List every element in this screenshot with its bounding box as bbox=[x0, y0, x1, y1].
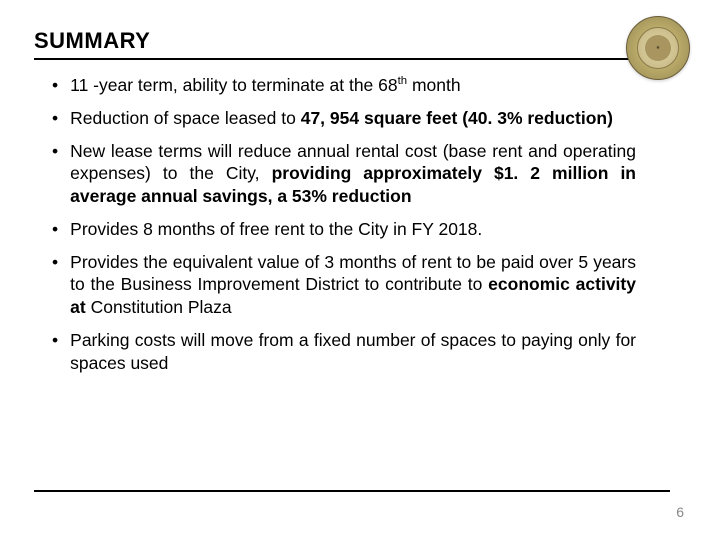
slide-container: SUMMARY ★ • 11 -year term, ability to te… bbox=[0, 0, 720, 540]
bullet-marker: • bbox=[52, 329, 58, 375]
title-underline bbox=[34, 58, 654, 60]
list-item: • Provides 8 months of free rent to the … bbox=[52, 218, 636, 241]
footer-line bbox=[34, 490, 670, 492]
bullet-text: Reduction of space leased to 47, 954 squ… bbox=[70, 107, 636, 130]
list-item: • New lease terms will reduce annual ren… bbox=[52, 140, 636, 208]
bullet-text: 11 -year term, ability to terminate at t… bbox=[70, 74, 636, 97]
list-item: • 11 -year term, ability to terminate at… bbox=[52, 74, 636, 97]
bullet-marker: • bbox=[52, 107, 58, 130]
page-number: 6 bbox=[676, 504, 684, 520]
bullet-text: Provides the equivalent value of 3 month… bbox=[70, 251, 636, 319]
bullet-text: Parking costs will move from a fixed num… bbox=[70, 329, 636, 375]
city-seal-icon: ★ bbox=[626, 16, 690, 80]
slide-header: SUMMARY ★ bbox=[34, 28, 686, 60]
bullet-marker: • bbox=[52, 251, 58, 319]
slide-title: SUMMARY bbox=[34, 28, 150, 54]
bullet-text: New lease terms will reduce annual renta… bbox=[70, 140, 636, 208]
list-item: • Parking costs will move from a fixed n… bbox=[52, 329, 636, 375]
list-item: • Provides the equivalent value of 3 mon… bbox=[52, 251, 636, 319]
bullet-list: • 11 -year term, ability to terminate at… bbox=[34, 74, 686, 374]
bullet-marker: • bbox=[52, 74, 58, 97]
list-item: • Reduction of space leased to 47, 954 s… bbox=[52, 107, 636, 130]
bullet-text: Provides 8 months of free rent to the Ci… bbox=[70, 218, 636, 241]
bullet-marker: • bbox=[52, 140, 58, 208]
bullet-marker: • bbox=[52, 218, 58, 241]
